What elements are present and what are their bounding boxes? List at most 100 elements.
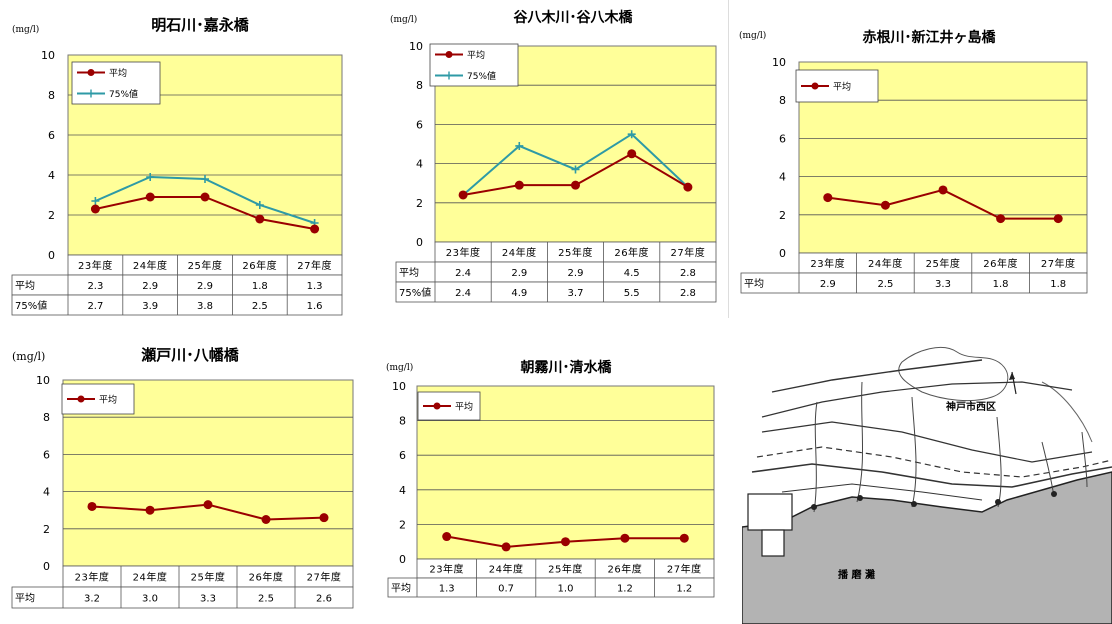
data-point xyxy=(501,542,511,552)
legend-box xyxy=(71,61,161,105)
x-tick-label: 23年度 xyxy=(429,563,464,576)
data-point xyxy=(310,224,320,234)
table-row xyxy=(395,261,717,283)
legend-marker xyxy=(87,89,95,98)
data-point xyxy=(200,192,210,202)
table-cell: 5.5 xyxy=(624,288,640,299)
y-tick-label: 0 xyxy=(416,236,423,249)
y-unit-label: (mg/l) xyxy=(386,362,413,373)
x-tick-label: 24年度 xyxy=(489,563,524,576)
chart-panel-akashi: 明石川･嘉永橋 (mg/l) 0 2 4 6 8 10 23年度 24年度 25年度 26年度 27年度… xyxy=(0,0,368,318)
x-tick-label: 24年度 xyxy=(133,571,168,584)
data-point xyxy=(514,180,524,190)
x-tick-label: 27年度 xyxy=(1041,257,1076,270)
chart-title: 赤根川･新江井ヶ島橋 xyxy=(863,29,997,46)
table-cell: 4.9 xyxy=(511,288,527,299)
x-tick-label: 23年度 xyxy=(446,246,481,259)
y-tick-label: 10 xyxy=(772,56,786,69)
legend-label: 平均 xyxy=(467,49,485,61)
legend-marker xyxy=(445,71,453,80)
y-unit-label: (mg/l) xyxy=(12,24,39,35)
y-tick-label: 0 xyxy=(399,553,406,566)
harbour-block xyxy=(747,493,793,531)
y-tick-label: 4 xyxy=(399,484,406,497)
table-row-label: 平均 xyxy=(15,280,35,292)
y-tick-label: 4 xyxy=(779,171,786,184)
table-cell: 4.5 xyxy=(624,268,640,279)
sea-area xyxy=(742,471,1112,624)
y-unit-label: (mg/l) xyxy=(739,30,766,41)
y-tick-label: 10 xyxy=(41,49,55,62)
data-point xyxy=(442,532,452,542)
x-tick-label: 27年度 xyxy=(307,571,342,584)
y-tick-label: 8 xyxy=(43,411,50,424)
legend-marker xyxy=(811,82,819,90)
legend-marker xyxy=(445,51,453,58)
x-tick-label: 26年度 xyxy=(608,563,643,576)
data-point xyxy=(561,537,570,547)
y-tick-label: 10 xyxy=(392,380,406,393)
x-tick-label: 26年度 xyxy=(983,257,1018,270)
table-cell: 2.7 xyxy=(87,301,103,312)
y-tick-label: 6 xyxy=(43,448,50,461)
y-tick-label: 8 xyxy=(779,94,786,107)
table-cell: 3.7 xyxy=(568,288,584,299)
table-row-label: 75%値 xyxy=(399,286,431,299)
location-map: 神戸市西区 播 磨 灘 xyxy=(742,322,1112,624)
table-cell: 2.3 xyxy=(87,281,103,292)
table-cell: 2.4 xyxy=(455,268,471,279)
chart-svg-akashi: 明石川･嘉永橋 (mg/l) 0 2 4 6 8 10 23年度 24年度 25年度 26年度 27年度… xyxy=(11,16,343,316)
table-cell: 1.8 xyxy=(252,281,268,292)
map-sea-label: 播 磨 灘 xyxy=(838,570,875,581)
data-point xyxy=(938,185,948,195)
x-tick-label: 25年度 xyxy=(548,563,583,576)
legend-label: 平均 xyxy=(833,81,851,93)
data-point xyxy=(458,190,468,200)
y-tick-label: 10 xyxy=(409,40,423,53)
legend-label: 75%値 xyxy=(467,70,496,82)
table-row xyxy=(11,274,343,296)
y-tick-label: 0 xyxy=(48,249,55,262)
data-point xyxy=(627,130,636,139)
legend-marker xyxy=(77,395,85,403)
table-cell: 3.9 xyxy=(142,301,158,312)
x-tick-label: 25年度 xyxy=(191,571,226,584)
table-row-label: 平均 xyxy=(15,593,35,605)
chart-title: 朝霧川･清水橋 xyxy=(521,359,613,376)
chart-title: 瀬戸川･八幡橋 xyxy=(141,346,240,364)
data-point xyxy=(255,201,264,209)
x-tick-label: 23年度 xyxy=(75,571,110,584)
table-cell: 2.9 xyxy=(511,268,527,279)
chart-svg-taniyagi: 谷八木川･谷八木橋 (mg/l) 0 2 4 6 8 10 23年度 24年度 25年度 26年度 27… xyxy=(390,9,717,303)
chart-title: 明石川･嘉永橋 xyxy=(151,16,250,34)
table-cell: 2.8 xyxy=(680,288,696,299)
table-cell: 0.7 xyxy=(498,584,514,595)
table-cell: 1.8 xyxy=(1050,279,1066,290)
y-tick-label: 8 xyxy=(399,415,406,428)
y-tick-label: 8 xyxy=(48,89,55,102)
table-row xyxy=(387,577,715,598)
y-tick-label: 4 xyxy=(416,158,423,171)
table-cell: 3.3 xyxy=(935,279,951,290)
y-tick-label: 2 xyxy=(48,209,55,222)
data-point xyxy=(1053,214,1063,224)
chart-title: 谷八木川･谷八木橋 xyxy=(514,9,634,26)
y-unit-label: (mg/l) xyxy=(12,350,45,363)
data-point xyxy=(91,197,100,205)
map-svg xyxy=(742,322,1112,624)
table-cell: 2.5 xyxy=(877,279,893,290)
table-row xyxy=(11,586,354,609)
x-tick-label: 26年度 xyxy=(242,259,277,272)
x-tick-label: 24年度 xyxy=(868,257,903,270)
data-point xyxy=(996,214,1006,224)
table-cell: 1.2 xyxy=(617,584,633,595)
x-tick-label: 25年度 xyxy=(926,257,961,270)
table-cell: 1.2 xyxy=(676,584,692,595)
table-cell: 3.8 xyxy=(197,301,213,312)
y-tick-label: 2 xyxy=(399,518,406,531)
x-tick-label: 27年度 xyxy=(667,563,702,576)
x-tick-label: 24年度 xyxy=(133,259,168,272)
data-point xyxy=(146,173,155,181)
table-row-label: 平均 xyxy=(744,278,764,290)
table-cell: 2.8 xyxy=(680,268,696,279)
